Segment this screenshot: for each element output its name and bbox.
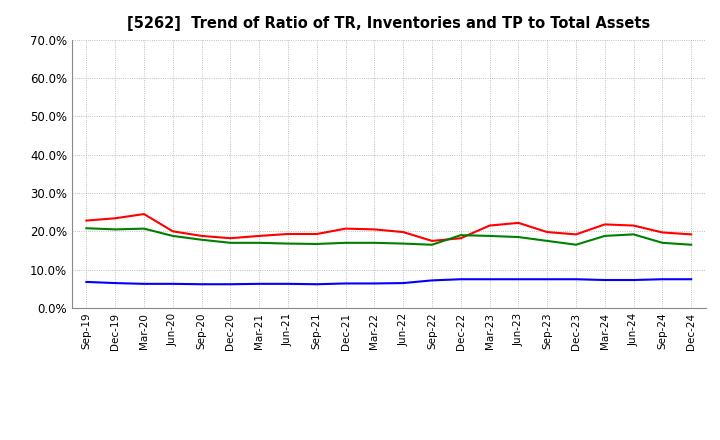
Trade Payables (341, 240, 350, 246)
Trade Receivables (140, 211, 148, 216)
Inventories (168, 281, 177, 286)
Inventories (140, 281, 148, 286)
Trade Receivables (687, 232, 696, 237)
Line: Trade Receivables: Trade Receivables (86, 214, 691, 241)
Inventories (658, 277, 667, 282)
Trade Payables (255, 240, 264, 246)
Inventories (197, 282, 206, 287)
Inventories (111, 280, 120, 286)
Trade Payables (111, 227, 120, 232)
Trade Receivables (255, 233, 264, 238)
Trade Receivables (456, 235, 465, 241)
Trade Payables (428, 242, 436, 247)
Trade Payables (600, 233, 609, 238)
Inventories (255, 281, 264, 286)
Trade Receivables (658, 230, 667, 235)
Inventories (341, 281, 350, 286)
Inventories (370, 281, 379, 286)
Line: Inventories: Inventories (86, 279, 691, 284)
Inventories (312, 282, 321, 287)
Trade Payables (543, 238, 552, 244)
Inventories (572, 277, 580, 282)
Trade Receivables (341, 226, 350, 231)
Trade Payables (82, 226, 91, 231)
Line: Trade Payables: Trade Payables (86, 228, 691, 245)
Inventories (543, 277, 552, 282)
Trade Payables (456, 232, 465, 238)
Trade Payables (399, 241, 408, 246)
Trade Receivables (543, 229, 552, 235)
Trade Payables (485, 233, 494, 238)
Inventories (514, 277, 523, 282)
Trade Payables (226, 240, 235, 246)
Trade Receivables (572, 232, 580, 237)
Trade Receivables (629, 223, 638, 228)
Trade Payables (572, 242, 580, 247)
Trade Payables (312, 241, 321, 246)
Trade Payables (168, 233, 177, 238)
Trade Receivables (197, 233, 206, 238)
Trade Receivables (111, 216, 120, 221)
Inventories (226, 282, 235, 287)
Trade Receivables (600, 222, 609, 227)
Inventories (284, 281, 292, 286)
Trade Receivables (514, 220, 523, 226)
Trade Receivables (370, 227, 379, 232)
Trade Receivables (312, 231, 321, 237)
Trade Payables (629, 232, 638, 237)
Trade Receivables (485, 223, 494, 228)
Trade Payables (197, 237, 206, 242)
Inventories (485, 277, 494, 282)
Trade Payables (687, 242, 696, 247)
Trade Payables (514, 235, 523, 240)
Trade Payables (140, 226, 148, 231)
Inventories (428, 278, 436, 283)
Trade Payables (658, 240, 667, 246)
Trade Receivables (82, 218, 91, 223)
Trade Receivables (168, 229, 177, 234)
Trade Receivables (399, 229, 408, 235)
Trade Payables (370, 240, 379, 246)
Trade Receivables (428, 238, 436, 244)
Trade Payables (284, 241, 292, 246)
Title: [5262]  Trend of Ratio of TR, Inventories and TP to Total Assets: [5262] Trend of Ratio of TR, Inventories… (127, 16, 650, 32)
Inventories (629, 277, 638, 282)
Inventories (600, 277, 609, 282)
Trade Receivables (226, 235, 235, 241)
Trade Receivables (284, 231, 292, 237)
Inventories (399, 280, 408, 286)
Inventories (687, 277, 696, 282)
Inventories (82, 279, 91, 285)
Inventories (456, 277, 465, 282)
